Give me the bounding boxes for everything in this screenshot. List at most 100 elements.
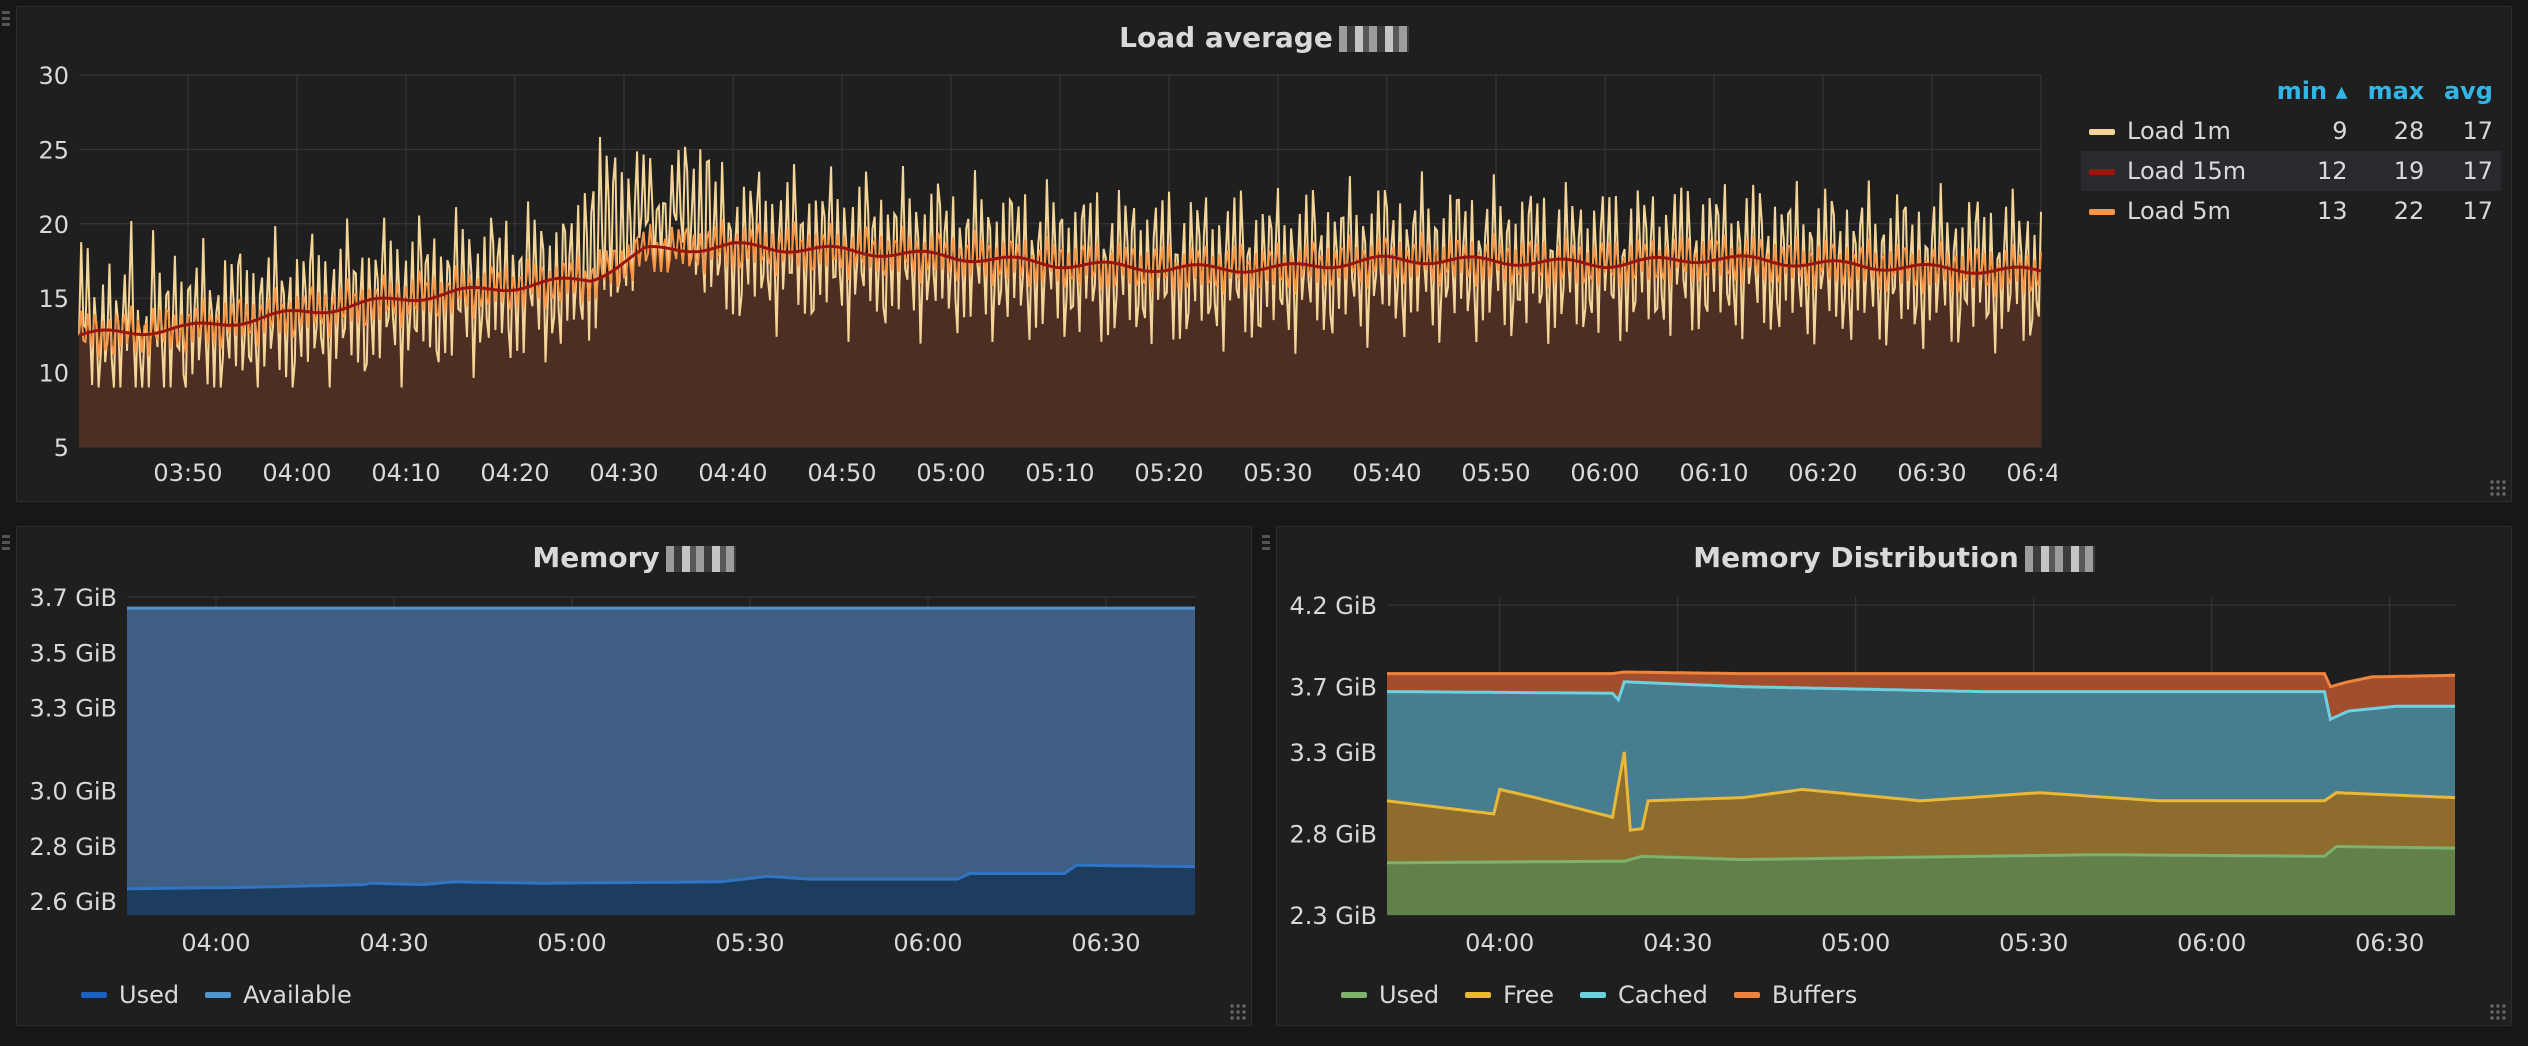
used-area [1387, 846, 2455, 915]
legend-row-load1m[interactable]: Load 1m 9 28 17 [2081, 111, 2501, 151]
legend-item-cached[interactable]: Cached [1580, 981, 1708, 1009]
available-swatch [205, 992, 232, 998]
x-tick-label: 05:40 [1352, 459, 1421, 487]
load5m-series-line [78, 219, 2042, 358]
x-tick-label: 04:00 [262, 459, 331, 487]
load-average-title[interactable]: Load average [17, 21, 2511, 54]
legend-max-value: 22 [2393, 197, 2425, 225]
legend-item-buffers[interactable]: Buffers [1733, 981, 1857, 1009]
redacted-host-label [665, 546, 736, 572]
load1m-series-line [78, 136, 2042, 388]
load5m-swatch[interactable] [2089, 209, 2115, 215]
legend-header-min[interactable]: min ▴ [2276, 77, 2348, 105]
used-swatch [81, 992, 107, 998]
x-tick-label: 06:30 [1071, 929, 1140, 957]
x-tick-label: 06:20 [1788, 459, 1857, 487]
x-tick-label: 06:10 [1679, 459, 1748, 487]
free-series-line [1386, 751, 2456, 832]
used-area [127, 865, 1195, 915]
legend-item-used[interactable]: Used [1341, 981, 1439, 1009]
legend-row-load5m[interactable]: Load 5m 13 22 17 [2081, 191, 2501, 231]
memory-distribution-panel: Memory Distribution 2.3 GiB 2.8 GiB 3.3 Gi… [1276, 526, 2512, 1026]
x-tick-label: 06:30 [2355, 929, 2424, 957]
legend-series-name[interactable]: Load 15m [2127, 157, 2247, 185]
memory-distribution-chart[interactable]: 2.3 GiB 2.8 GiB 3.3 GiB 3.7 GiB 4.2 GiB 04:00… [1277, 527, 2513, 967]
x-tick-label: 04:50 [807, 459, 876, 487]
y-tick-label: 3.3 GiB [29, 695, 117, 723]
legend-series-name[interactable]: Load 5m [2127, 197, 2231, 225]
legend-item-used[interactable]: Used [81, 981, 179, 1009]
buffers-series-line [1387, 670, 2455, 689]
y-tick-label: 30 [38, 62, 69, 90]
legend-max-value: 19 [2355, 151, 2433, 191]
free-swatch [1465, 992, 1492, 998]
x-tick-label: 06:30 [1897, 459, 1966, 487]
resize-handle-icon[interactable] [2489, 1003, 2507, 1021]
drag-grip-icon[interactable] [1262, 534, 1270, 550]
x-tick-label: 04:30 [589, 459, 658, 487]
legend-item-free[interactable]: Free [1465, 981, 1554, 1009]
load-legend-table: min ▴ max avg Load 1m 9 28 17 Load 15m 1… [2081, 75, 2501, 231]
x-tick-label: 05:50 [1461, 459, 1530, 487]
drag-grip-icon[interactable] [2, 534, 10, 550]
load15m-swatch[interactable] [2089, 169, 2115, 175]
legend-avg-value: 17 [2462, 117, 2493, 145]
x-tick-label: 04:40 [698, 459, 767, 487]
y-tick-label: 20 [38, 211, 69, 239]
resize-handle-icon[interactable] [2489, 479, 2507, 497]
legend-avg-value: 17 [2432, 151, 2501, 191]
memory-chart[interactable]: 2.6 GiB 2.8 GiB 3.0 GiB 3.3 GiB 3.5 GiB 3.7 G… [17, 527, 1253, 967]
memory-legend: Used Available [81, 981, 352, 1009]
x-tick-label: 04:30 [1643, 929, 1712, 957]
drag-grip-icon[interactable] [2, 10, 10, 26]
y-tick-label: 2.3 GiB [1289, 902, 1377, 930]
x-tick-label: 03:50 [153, 459, 222, 487]
legend-min-value: 12 [2263, 151, 2356, 191]
y-tick-label: 2.8 GiB [29, 833, 117, 861]
x-tick-label: 06:00 [893, 929, 962, 957]
used-series-line [1387, 845, 2455, 865]
resize-handle-icon[interactable] [1229, 1003, 1247, 1021]
x-tick-label: 04:30 [359, 929, 428, 957]
used-swatch [1341, 992, 1367, 998]
x-tick-label: 05:00 [537, 929, 606, 957]
buffers-swatch [1733, 992, 1760, 998]
x-tick-label: 05:20 [1134, 459, 1203, 487]
y-tick-label: 2.6 GiB [29, 888, 117, 916]
load1m-swatch[interactable] [2089, 129, 2115, 135]
load15m-area [79, 242, 2041, 447]
x-tick-label: 05:00 [916, 459, 985, 487]
x-tick-label: 05:30 [1999, 929, 2068, 957]
memory-title[interactable]: Memory [17, 541, 1251, 574]
load-average-panel: Load average 5 10 15 20 25 30 03:50 04:00 04:10 0… [16, 6, 2512, 502]
memory-distribution-title[interactable]: Memory Distribution [1277, 541, 2511, 574]
redacted-host-label [2024, 546, 2095, 572]
available-area [127, 608, 1195, 915]
redacted-host-label [1338, 26, 1409, 52]
legend-item-available[interactable]: Available [205, 981, 352, 1009]
legend-series-name[interactable]: Load 1m [2127, 117, 2231, 145]
x-tick-label: 06:00 [2177, 929, 2246, 957]
legend-row-load15m[interactable]: Load 15m 12 19 17 [2081, 151, 2501, 191]
legend-min-value: 9 [2332, 117, 2348, 145]
cached-series-line [1387, 680, 2455, 722]
x-tick-label: 04:20 [480, 459, 549, 487]
y-tick-label: 15 [38, 285, 69, 313]
load-average-chart[interactable]: 5 10 15 20 25 30 03:50 04:00 04:10 04:20 04:30 04:4… [17, 7, 2057, 487]
legend-header-max[interactable]: max [2367, 77, 2425, 105]
load15m-series-line [78, 241, 2042, 337]
x-tick-label: 05:00 [1821, 929, 1890, 957]
x-tick-label: 04:00 [181, 929, 250, 957]
legend-min-value: 13 [2316, 197, 2348, 225]
x-tick-label: 05:30 [1243, 459, 1312, 487]
legend-header-avg[interactable]: avg [2443, 77, 2493, 105]
y-tick-label: 25 [38, 136, 69, 164]
y-tick-label: 3.7 GiB [29, 584, 117, 612]
y-tick-label: 5 [54, 434, 69, 462]
cached-swatch [1580, 992, 1607, 998]
y-tick-label: 10 [38, 360, 69, 388]
y-tick-label: 3.3 GiB [1289, 739, 1377, 767]
x-tick-label: 04:00 [1465, 929, 1534, 957]
legend-max-value: 28 [2393, 117, 2425, 145]
y-tick-label: 4.2 GiB [1289, 592, 1377, 620]
